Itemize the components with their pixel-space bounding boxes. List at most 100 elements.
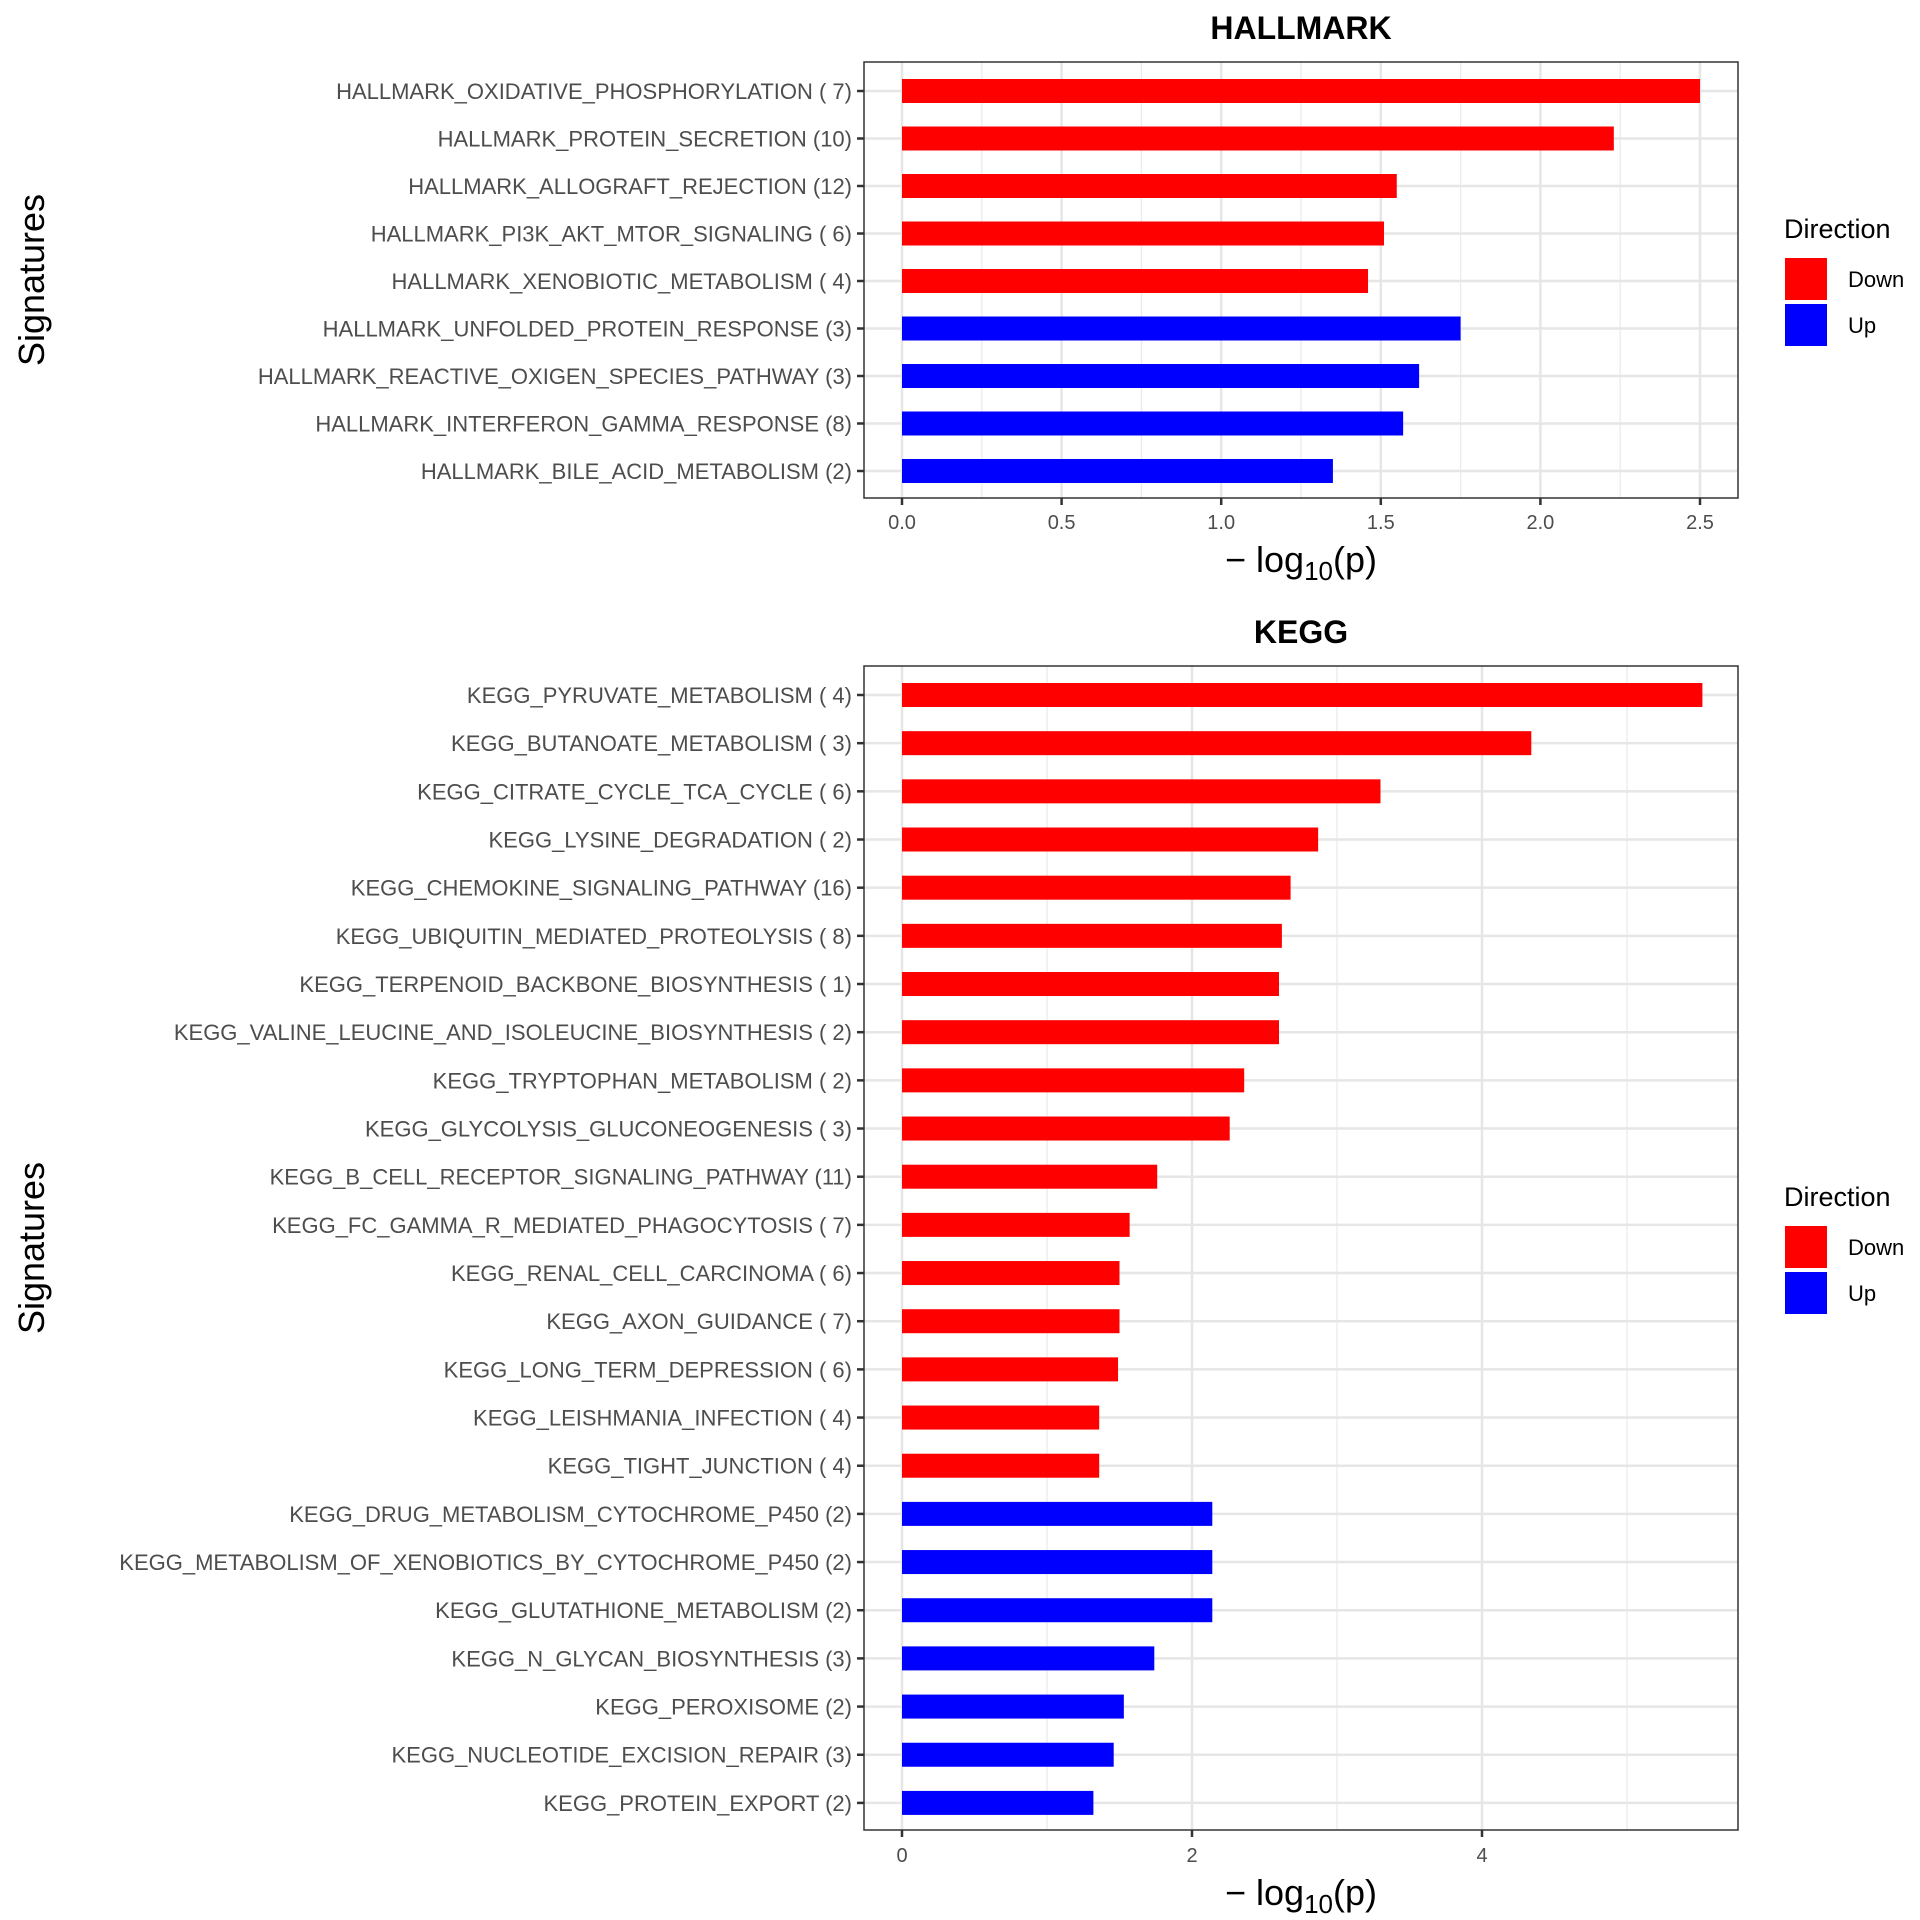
x-axis-title: − log10(p) [1225, 1872, 1377, 1919]
x-tick-label: 2.5 [1686, 512, 1714, 534]
y-tick-label: HALLMARK_UNFOLDED_PROTEIN_RESPONSE (3) [323, 317, 852, 342]
x-tick-label: 2.0 [1526, 512, 1554, 534]
x-axis-title-arg: (p) [1333, 539, 1377, 580]
y-tick-label: KEGG_METABOLISM_OF_XENOBIOTICS_BY_CYTOCH… [119, 1550, 852, 1575]
x-tick-label: 0.0 [888, 512, 916, 534]
x-axis-title-sub: 10 [1304, 556, 1333, 586]
y-tick-label: KEGG_NUCLEOTIDE_EXCISION_REPAIR (3) [392, 1743, 853, 1768]
y-tick-label: HALLMARK_XENOBIOTIC_METABOLISM ( 4) [392, 269, 852, 294]
bar-up [902, 1598, 1213, 1623]
y-tick-label: HALLMARK_OXIDATIVE_PHOSPHORYLATION ( 7) [336, 79, 852, 104]
bar-down [902, 923, 1282, 948]
y-axis-title: Signatures [11, 194, 52, 366]
bar-down [902, 1261, 1120, 1286]
bar-down [902, 79, 1700, 103]
bar-down [902, 972, 1279, 997]
y-tick-label: HALLMARK_PI3K_AKT_MTOR_SIGNALING ( 6) [371, 222, 852, 247]
y-tick-label: KEGG_CHEMOKINE_SIGNALING_PATHWAY (16) [351, 876, 852, 901]
y-tick-label: KEGG_GLYCOLYSIS_GLUCONEOGENESIS ( 3) [365, 1117, 852, 1142]
bar-down [902, 1309, 1120, 1334]
y-tick-label: KEGG_TIGHT_JUNCTION ( 4) [548, 1454, 852, 1479]
panel-title: KEGG [1254, 614, 1348, 650]
legend-title: Direction [1784, 214, 1891, 244]
panel-border [863, 665, 1739, 1831]
y-tick-label: HALLMARK_BILE_ACID_METABOLISM (2) [421, 459, 852, 484]
y-tick-label: HALLMARK_ALLOGRAFT_REJECTION (12) [408, 174, 852, 199]
y-tick-label: KEGG_FC_GAMMA_R_MEDIATED_PHAGOCYTOSIS ( … [272, 1213, 852, 1238]
x-axis-title-arg: (p) [1333, 1872, 1377, 1913]
y-axis-title: Signatures [11, 1162, 52, 1334]
bar-down [902, 1116, 1230, 1141]
legend-title: Direction [1784, 1182, 1891, 1212]
bar-down [902, 269, 1369, 293]
y-tick-label: KEGG_B_CELL_RECEPTOR_SIGNALING_PATHWAY (… [270, 1165, 852, 1190]
bar-down [902, 174, 1397, 198]
panel-hallmark: HALLMARK_OXIDATIVE_PHOSPHORYLATION ( 7) H… [11, 10, 1904, 586]
y-tick-label: KEGG_PYRUVATE_METABOLISM ( 4) [467, 683, 852, 708]
bar-down [902, 1357, 1119, 1382]
y-tick-label: HALLMARK_PROTEIN_SECRETION (10) [438, 127, 852, 152]
y-tick-label: KEGG_GLUTATHIONE_METABOLISM (2) [435, 1598, 852, 1623]
panel-title: HALLMARK [1210, 10, 1391, 46]
bar-down [902, 683, 1703, 707]
bar-down [902, 875, 1291, 900]
bar-up [902, 459, 1333, 483]
bar-up [902, 1694, 1124, 1719]
legend-label-up: Up [1848, 1281, 1876, 1306]
x-axis-title-minus: − [1225, 539, 1256, 580]
x-tick-label: 2 [1186, 1845, 1197, 1867]
bar-up [902, 364, 1420, 388]
y-tick-label: KEGG_LEISHMANIA_INFECTION ( 4) [473, 1406, 852, 1431]
y-tick-label: KEGG_LYSINE_DEGRADATION ( 2) [489, 828, 853, 853]
bar-up [902, 411, 1404, 436]
legend: Direction Down Up [1784, 214, 1904, 346]
y-tick-label: KEGG_DRUG_METABOLISM_CYTOCHROME_P450 (2) [289, 1502, 852, 1527]
y-tick-label: KEGG_LONG_TERM_DEPRESSION ( 6) [444, 1357, 852, 1382]
legend-swatch-down [1785, 1226, 1827, 1268]
bar-down [902, 1164, 1158, 1189]
y-tick-label: KEGG_UBIQUITIN_MEDIATED_PROTEOLYSIS ( 8) [336, 924, 852, 949]
bar-up [902, 1742, 1114, 1767]
x-axis-title-log: log [1256, 539, 1304, 580]
y-tick-label: KEGG_RENAL_CELL_CARCINOMA ( 6) [451, 1261, 852, 1286]
bar-up [902, 1550, 1213, 1575]
y-tick-label: KEGG_PROTEIN_EXPORT (2) [544, 1791, 853, 1816]
bar-down [902, 779, 1381, 804]
bar-down [902, 827, 1319, 852]
bar-down [902, 731, 1532, 756]
legend-label-down: Down [1848, 267, 1904, 292]
legend-label-up: Up [1848, 313, 1876, 338]
x-tick-label: 0 [896, 1845, 907, 1867]
bar-down [902, 1212, 1130, 1237]
bar-up [902, 1646, 1155, 1671]
y-tick-label: HALLMARK_INTERFERON_GAMMA_RESPONSE (8) [315, 412, 852, 437]
y-tick-label: KEGG_TERPENOID_BACKBONE_BIOSYNTHESIS ( 1… [299, 972, 852, 997]
y-tick-label: KEGG_N_GLYCAN_BIOSYNTHESIS (3) [451, 1646, 852, 1671]
x-axis-title-sub: 10 [1304, 1889, 1333, 1919]
y-tick-label: KEGG_CITRATE_CYCLE_TCA_CYCLE ( 6) [417, 779, 852, 804]
bar-down [902, 1453, 1100, 1478]
legend-label-down: Down [1848, 1235, 1904, 1260]
y-tick-label: KEGG_TRYPTOPHAN_METABOLISM ( 2) [433, 1068, 852, 1093]
bar-down [902, 1068, 1245, 1093]
legend-swatch-down [1785, 258, 1827, 300]
x-tick-label: 1.0 [1207, 512, 1235, 534]
legend-swatch-up [1785, 304, 1827, 346]
y-tick-label: KEGG_BUTANOATE_METABOLISM ( 3) [451, 731, 852, 756]
legend: Direction Down Up [1784, 1182, 1904, 1314]
x-tick-label: 1.5 [1367, 512, 1395, 534]
x-axis-title: − log10(p) [1225, 539, 1377, 586]
x-tick-label: 4 [1476, 1845, 1487, 1867]
panel-kegg: KEGG_PYRUVATE_METABOLISM ( 4) KEGG_BUTANO… [11, 614, 1904, 1919]
x-axis-title-minus: − [1225, 1872, 1256, 1913]
bar-down [902, 1405, 1100, 1430]
bar-down [902, 1020, 1279, 1045]
y-tick-label: KEGG_AXON_GUIDANCE ( 7) [546, 1309, 852, 1334]
bar-down [902, 126, 1614, 151]
y-tick-label: KEGG_PEROXISOME (2) [595, 1695, 852, 1720]
x-tick-label: 0.5 [1048, 512, 1076, 534]
bar-down [902, 221, 1384, 246]
bar-up [902, 1790, 1094, 1815]
x-axis-title-log: log [1256, 1872, 1304, 1913]
